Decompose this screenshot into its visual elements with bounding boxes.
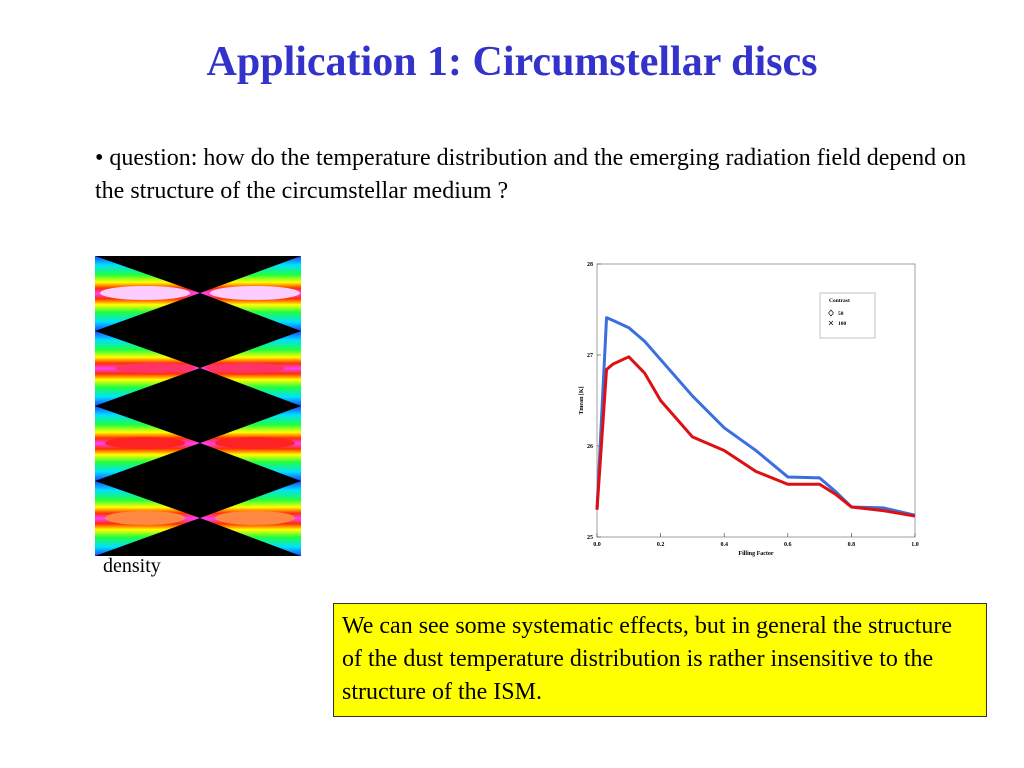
y-tick-label: 28: [587, 262, 593, 268]
image-caption: density: [103, 555, 161, 577]
y-tick-label: 25: [587, 535, 593, 541]
plot-frame: [596, 263, 916, 538]
legend-label: 100: [838, 321, 847, 327]
legend-label: 50: [838, 311, 844, 317]
y-tick-label: 26: [587, 444, 593, 450]
data-line: [595, 355, 916, 518]
chart: 0.0 0.2 0.4 0.6 0.8 1.0 25 26 27 28 Filling Factor…: [579, 262, 919, 557]
legend-marker: [828, 309, 834, 317]
x-tick-label: 1.0: [911, 542, 919, 548]
y-axis-label: Tmean [K]: [579, 386, 585, 414]
legend-marker: [828, 320, 834, 326]
data-line: [595, 316, 916, 517]
note-box: We can see some systematic effects, but …: [333, 603, 987, 717]
density-image: [95, 256, 301, 556]
x-tick-label: 0.4: [720, 542, 728, 548]
bullet-text: • question: how do the temperature distr…: [95, 145, 967, 204]
x-axis-label: Filling Factor: [738, 551, 773, 557]
legend-box: [819, 292, 876, 339]
slide-title: Application 1: Circumstellar discs: [206, 39, 818, 85]
x-tick-label: 0.2: [657, 542, 665, 548]
x-tick-label: 0.6: [784, 542, 792, 548]
y-tick-label: 27: [587, 353, 593, 359]
legend-title: Contrast: [829, 298, 850, 304]
x-tick-label: 0.0: [593, 542, 601, 548]
x-tick-label: 0.8: [848, 542, 856, 548]
